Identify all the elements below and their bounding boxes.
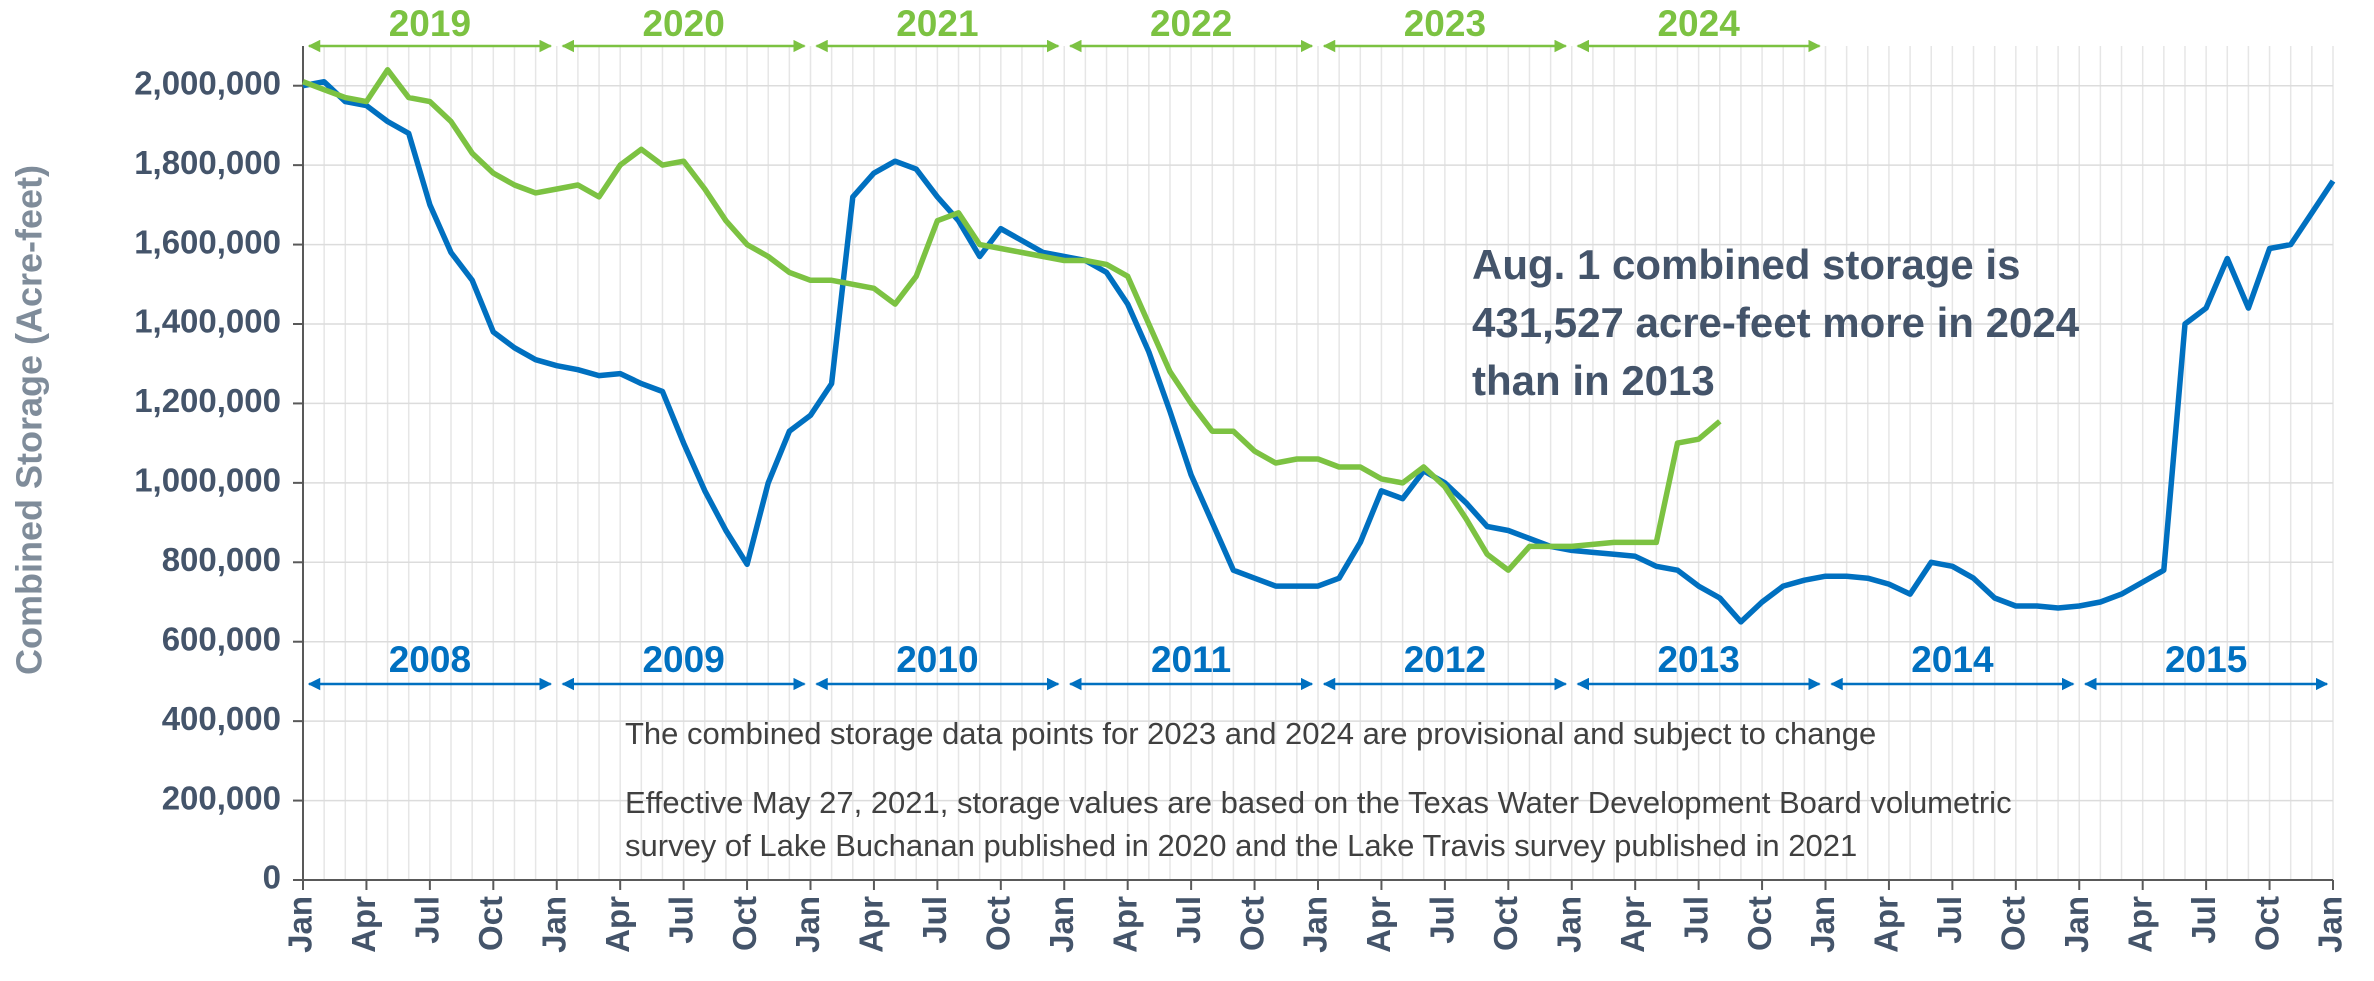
- x-tick-label: Apr: [1614, 896, 1651, 953]
- year-label: 2022: [1150, 3, 1232, 44]
- x-tick-label: Apr: [1868, 896, 1905, 953]
- x-tick-label: Oct: [980, 896, 1017, 951]
- y-tick-label: 1,400,000: [134, 303, 281, 340]
- x-tick-label: Jan: [535, 896, 572, 953]
- x-tick-label: Apr: [1360, 896, 1397, 953]
- y-tick-label: 1,800,000: [134, 144, 281, 181]
- x-tick-label: Oct: [726, 896, 763, 951]
- x-tick-label: Apr: [1106, 896, 1143, 953]
- y-tick-label: 200,000: [162, 779, 281, 816]
- y-tick-label: 0: [263, 859, 281, 896]
- x-tick-label: Oct: [2248, 896, 2285, 951]
- year-label: 2014: [1911, 639, 1994, 680]
- x-tick-label: Oct: [1233, 896, 1270, 951]
- y-tick-label: 400,000: [162, 700, 281, 737]
- y-tick-label: 1,600,000: [134, 223, 281, 260]
- series-line: [302, 67, 1722, 573]
- x-tick-label: Oct: [1995, 896, 2032, 951]
- x-tick-label: Jul: [916, 896, 953, 944]
- year-label: 2009: [642, 639, 724, 680]
- x-tick-label: Oct: [472, 896, 509, 951]
- x-tick-label: Jan: [2058, 896, 2095, 953]
- y-tick-label: 1,200,000: [134, 382, 281, 419]
- x-tick-label: Jan: [1043, 896, 1080, 953]
- x-tick-label: Jan: [1804, 896, 1841, 953]
- x-tick-label: Jul: [1677, 896, 1714, 944]
- x-tick-label: Apr: [599, 896, 636, 953]
- year-label: 2013: [1657, 639, 1739, 680]
- year-label: 2011: [1151, 639, 1231, 680]
- x-tick-label: Jul: [662, 896, 699, 944]
- x-tick-label: Jan: [789, 896, 826, 953]
- x-tick-label: Jul: [1170, 896, 1207, 944]
- annotation: than in 2013: [1472, 357, 1715, 404]
- x-tick-label: Jan: [1550, 896, 1587, 953]
- year-label: 2024: [1657, 3, 1740, 44]
- x-tick-label: Jan: [2312, 896, 2349, 953]
- series-line: [302, 78, 2336, 625]
- x-tick-label: Apr: [345, 896, 382, 953]
- x-tick-label: Apr: [853, 896, 890, 953]
- year-label: 2023: [1404, 3, 1486, 44]
- y-axis-title: Combined Storage (Acre-feet): [9, 165, 50, 675]
- y-tick-label: 2,000,000: [134, 64, 281, 101]
- year-label: 2019: [389, 3, 471, 44]
- x-tick-label: Jul: [2185, 896, 2222, 944]
- x-tick-label: Oct: [1741, 896, 1778, 951]
- x-tick-label: Jul: [1931, 896, 1968, 944]
- note: The combined storage data points for 202…: [625, 716, 1876, 751]
- note: Effective May 27, 2021, storage values a…: [625, 785, 2012, 820]
- x-tick-label: Jan: [1297, 896, 1334, 953]
- x-tick-label: Apr: [2121, 896, 2158, 953]
- note: survey of Lake Buchanan published in 202…: [625, 828, 1857, 863]
- year-label: 2021: [896, 3, 978, 44]
- x-tick-label: Jul: [409, 896, 446, 944]
- year-label: 2015: [2165, 639, 2247, 680]
- x-tick-label: Oct: [1487, 896, 1524, 951]
- y-tick-label: 600,000: [162, 620, 281, 657]
- annotation: Aug. 1 combined storage is: [1472, 241, 2020, 288]
- y-tick-label: 800,000: [162, 541, 281, 578]
- year-label: 2008: [389, 639, 471, 680]
- year-label: 2020: [642, 3, 724, 44]
- year-label: 2012: [1404, 639, 1486, 680]
- year-label: 2010: [896, 639, 978, 680]
- annotation: 431,527 acre-feet more in 2024: [1472, 299, 2080, 346]
- x-tick-label: Jul: [1424, 896, 1461, 944]
- y-tick-label: 1,000,000: [134, 462, 281, 499]
- x-tick-label: Jan: [282, 896, 319, 953]
